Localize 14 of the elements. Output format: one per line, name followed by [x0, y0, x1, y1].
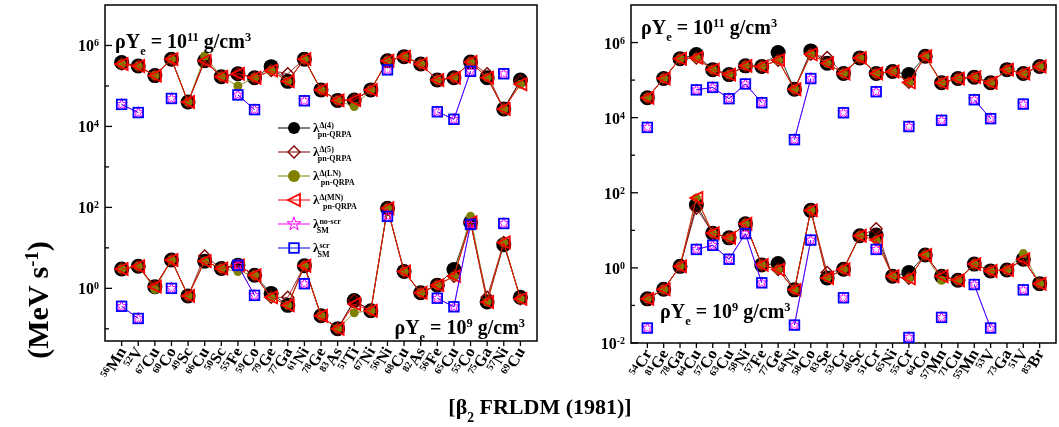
- annotation: ρY$_{e}$ = 10$^{9}$ g/cm$^{3}$: [394, 316, 525, 344]
- y-tick-label: 10$^{4}$: [604, 109, 626, 127]
- annotation: ρY$_{e}$ = 10$^{11}$ g/cm$^{3}$: [115, 30, 252, 58]
- annotation: ρY$_{e}$ = 10$^{9}$ g/cm$^{3}$: [660, 300, 791, 328]
- y-tick-label: 10$^{6}$: [78, 36, 100, 55]
- x-axis-title: [β$_{2}$ FRLDM (1981)]: [448, 394, 632, 425]
- y-tick-label: 10$^{-2}$: [600, 334, 626, 352]
- y-tick-label: 10$^{0}$: [78, 279, 100, 298]
- y-tick-label: 10$^{4}$: [78, 117, 100, 136]
- y-tick-label: 10$^{2}$: [78, 198, 100, 217]
- y-tick-label: 10$^{2}$: [604, 184, 626, 202]
- y-tick-label: 10$^{0}$: [604, 259, 626, 277]
- annotation: ρY$_{e}$ = 10$^{11}$ g/cm$^{3}$: [641, 16, 778, 44]
- y-tick-label: 10$^{6}$: [604, 34, 626, 52]
